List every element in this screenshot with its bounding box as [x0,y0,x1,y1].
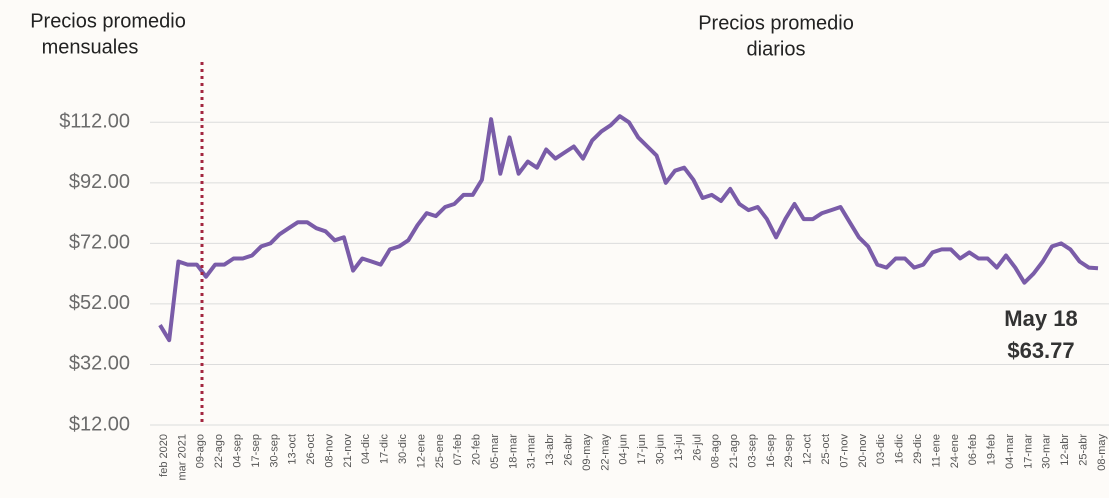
x-tick-label: 25-ene [434,434,446,468]
annotation: mensuales [42,36,139,58]
y-tick-label: $32.00 [69,353,130,375]
y-tick-label: $52.00 [69,292,130,314]
callout-date: May 18 [1004,306,1077,331]
x-tick-label: 24-ene [949,434,961,468]
x-tick-label: 17-mar [1022,434,1034,469]
x-tick-label: 25-abr [1078,434,1090,466]
chart: $12.00 $32.00 $52.00 $72.00 $92.00 $112.00 feb… [0,0,1109,498]
x-tick-label: 08-nov [323,434,335,468]
x-tick-label: 07-feb [452,434,464,465]
x-tick-label: 13-abr [544,434,556,466]
x-tick-label: 13-jul [673,434,685,461]
x-tick-label: feb 2020 [158,434,170,477]
x-tick-label: 16-sep [765,434,777,468]
x-tick-label: 30-mar [1041,434,1053,469]
x-tick-label: 13-oct [287,434,299,465]
x-tick-label: 09-ago [195,434,207,468]
x-tick-label: 04-sep [231,434,243,468]
x-tick-label: 20-feb [471,434,483,465]
x-tick-label: 05-mar [489,434,501,469]
x-tick-label: 06-feb [967,434,979,465]
y-tick-label: $72.00 [69,232,130,254]
x-tick-label: 26-jul [691,434,703,461]
x-tick-label: 04-mar [1004,434,1016,469]
x-tick-label: 21-ago [728,434,740,468]
x-tick-label: 31-mar [526,434,538,469]
x-tick-label: 04-jun [618,434,630,465]
x-tick-label: 16-dic [894,434,906,464]
x-tick-label: 12-ene [415,434,427,468]
price-line [160,116,1098,340]
x-tick-label: 04-dic [360,434,372,464]
y-tick-label: $92.00 [69,171,130,193]
x-tick-label: 30-dic [397,434,409,464]
x-tick-label: 17-jun [636,434,648,465]
x-tick-label: 08-may [1096,434,1108,471]
x-tick-label: 29-dic [912,434,924,464]
x-tick-label: 20-nov [857,434,869,468]
y-tick-label: $12.00 [69,413,130,435]
x-tick-label: 18-mar [507,434,519,469]
annotation: Precios promedio [698,12,854,34]
x-tick-label: 03-dic [875,434,887,464]
x-tick-label: 17-sep [250,434,262,468]
x-tick-label: 26-oct [305,434,317,465]
x-tick-label: 12-oct [802,434,814,465]
x-tick-label: 21-nov [342,434,354,468]
x-tick-label: 03-sep [746,434,758,468]
x-tick-label: 26-abr [563,434,575,466]
x-tick-label: 11-ene [930,434,942,467]
x-tick-label: 30-jun [654,434,666,465]
callout-price: $63.77 [1007,338,1074,363]
annotation: Precios promedio [30,10,186,32]
x-tick-label: 19-feb [986,434,998,465]
x-tick-label: 30-sep [268,434,280,468]
x-tick-label: 29-sep [783,434,795,468]
x-tick-label: 17-dic [379,434,391,464]
annotation: diarios [747,38,806,60]
x-tick-label: 25-oct [820,434,832,465]
x-tick-label: 08-ago [710,434,722,468]
x-tick-label: mar 2021 [176,434,188,480]
x-tick-label: 12-abr [1059,434,1071,466]
x-tick-label: 22-may [599,434,611,471]
x-tick-label: 07-nov [838,434,850,468]
plot: $12.00 $32.00 $52.00 $72.00 $92.00 $112.00 feb… [59,111,1109,481]
x-tick-label: 09-may [581,434,593,471]
y-tick-label: $112.00 [59,111,130,133]
x-tick-label: 22-ago [213,434,225,468]
